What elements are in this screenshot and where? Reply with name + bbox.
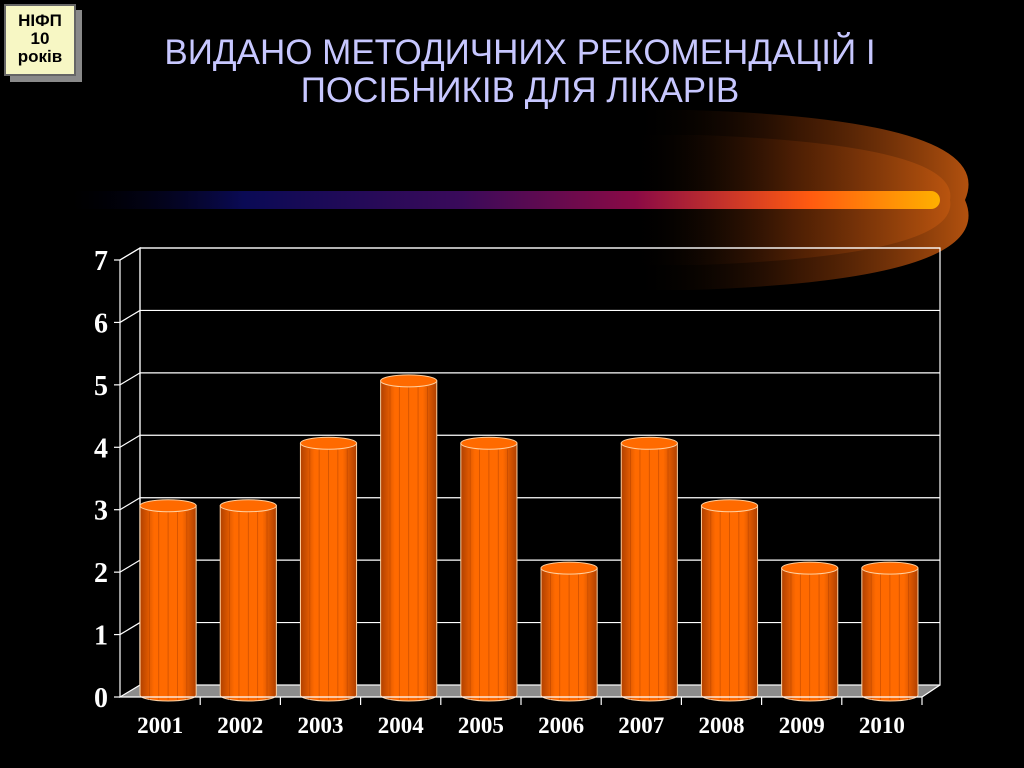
x-axis-floor-edge [921,684,941,698]
y-tick-label: 6 [94,308,108,339]
bar-2003 [299,436,358,702]
gridline-side [119,622,141,636]
title-line-1: ВИДАНО МЕТОДИЧНИХ РЕКОМЕНДАЦІЙ І [164,33,876,72]
x-tick-label: 2001 [137,713,183,738]
y-tick-label: 2 [94,558,108,589]
badge-line-1: НІФП [18,11,62,30]
y-tick-label: 3 [94,496,108,527]
bar-top [380,374,438,388]
x-tick-label: 2002 [217,713,263,738]
bar-top [700,499,759,513]
x-tick-label: 2006 [538,713,584,738]
bar-top [219,499,277,513]
bar-2004 [380,374,438,702]
x-tick-label: 2007 [618,713,664,738]
y-axis-ticks: 0 1 2 3 4 5 6 7 [94,246,120,714]
gridline-side [119,497,141,511]
bar-top [299,436,358,450]
bar-2001 [139,499,197,702]
bar-top [540,561,598,575]
institute-badge: НІФП 10 років [4,4,76,76]
gridline-side [119,372,141,386]
bar-2008 [700,499,759,702]
bar-top [861,561,919,575]
bar-2007 [620,436,678,702]
gridline-side [119,309,141,323]
x-tick-label: 2005 [458,713,504,738]
bar-2006 [540,561,598,702]
x-axis-ticks: 2001 2002 2003 2004 2005 2006 2007 2008 2009 2010 [120,684,941,738]
bar-top [139,499,197,513]
x-tick-label: 2008 [699,713,745,738]
chart-bars [139,374,919,702]
badge-line-2: 10 [30,29,50,48]
bar-top [460,436,518,450]
gridline-side [119,247,141,261]
y-tick-label: 1 [94,621,108,652]
x-tick-label: 2003 [298,713,344,738]
y-tick-label: 4 [94,433,108,464]
page-title: ВИДАНО МЕТОДИЧНИХ РЕКОМЕНДАЦІЙ І ПОСІБНИ… [70,34,970,110]
chart-side-wall [119,246,141,699]
y-tick-label: 7 [94,246,108,277]
gridline-side [119,434,141,448]
x-tick-label: 2009 [779,713,825,738]
x-tick-label: 2010 [859,713,905,738]
x-tick-label: 2004 [378,713,425,738]
bar-2009 [781,561,839,702]
bar-top [781,561,839,575]
bar-2005 [460,436,518,702]
badge-line-3: років [17,47,63,66]
gridline-side [119,559,141,573]
y-tick-label: 5 [94,371,108,402]
bar-2010 [861,561,919,702]
y-tick-label: 0 [94,683,108,714]
title-line-2: ПОСІБНИКІВ ДЛЯ ЛІКАРІВ [300,71,740,110]
bar-2002 [219,499,277,702]
bar-top [620,436,678,450]
